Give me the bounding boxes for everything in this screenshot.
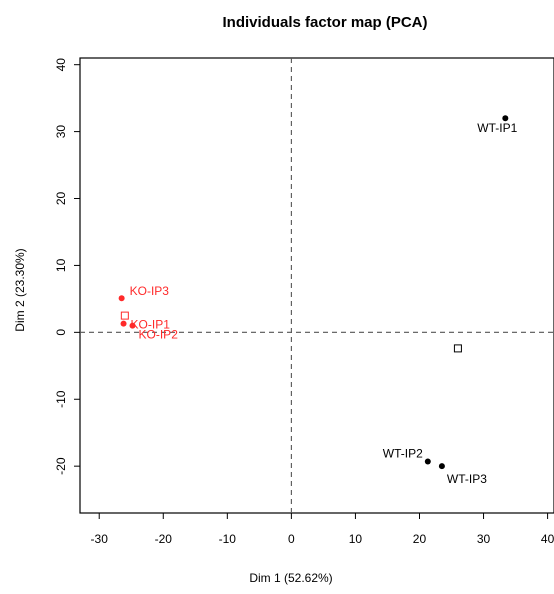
y-tick-label: -20	[54, 457, 68, 475]
group-centroid-marker	[453, 344, 462, 353]
data-point	[438, 463, 445, 470]
data-point	[129, 322, 136, 329]
x-tick-label: 10	[349, 532, 363, 546]
y-tick-label: 40	[54, 58, 68, 72]
chart-title: Individuals factor map (PCA)	[222, 14, 427, 31]
y-tick-label: 10	[54, 258, 68, 272]
data-point	[502, 115, 509, 122]
x-tick-label: -30	[91, 532, 109, 546]
point-label: WT-IP1	[477, 121, 517, 135]
point-label: WT-IP2	[383, 446, 423, 460]
group-centroid-marker	[120, 311, 129, 320]
x-axis-title: Dim 1 (52.62%)	[249, 571, 332, 585]
x-tick-label: 20	[413, 532, 427, 546]
point-label: WT-IP3	[447, 472, 487, 486]
data-point	[120, 320, 127, 327]
y-axis-title: Dim 2 (23.30%)	[13, 248, 27, 331]
point-label: KO-IP3	[130, 284, 170, 298]
plot-area: -30 -20 -10 0 10 20 30 40 -20 -10 0 10 20 30 40 KO-IP3 K…	[54, 57, 554, 546]
y-tick-label: -10	[54, 390, 68, 408]
data-point	[118, 295, 125, 302]
point-label: KO-IP1	[131, 318, 171, 332]
x-tick-label: 40	[541, 532, 554, 546]
data-point	[424, 458, 431, 465]
point-label: KO-IP2	[139, 328, 179, 342]
plot-frame	[79, 57, 554, 514]
x-tick-label: -10	[219, 532, 237, 546]
y-tick-label: 30	[54, 125, 68, 139]
x-tick-label: 0	[288, 532, 295, 546]
x-tick-label: -20	[155, 532, 173, 546]
y-tick-label: 20	[54, 192, 68, 206]
x-tick-label: 30	[477, 532, 491, 546]
y-tick-label: 0	[54, 329, 68, 336]
